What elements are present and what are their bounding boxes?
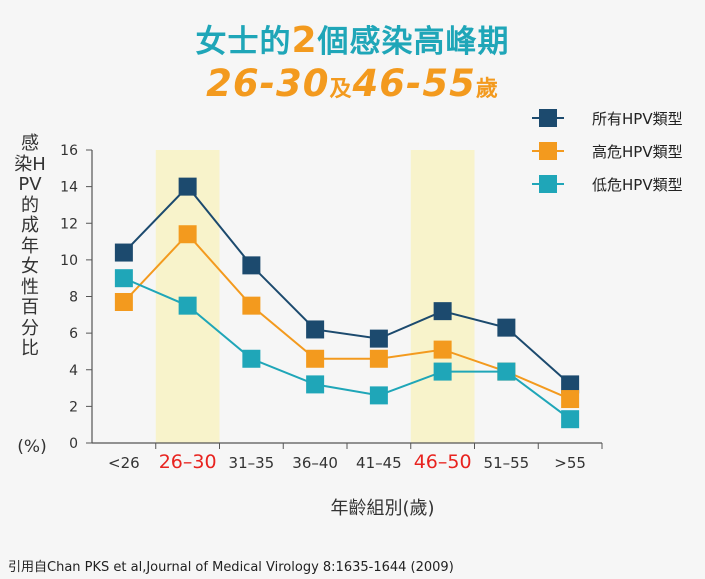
data-point — [242, 296, 261, 315]
y-tick-label: 6 — [69, 326, 78, 342]
title-prefix: 女士的 — [195, 24, 292, 60]
data-point — [114, 269, 133, 288]
y-axis-label: 感染HPV的成年女性百分比 — [14, 133, 46, 359]
data-point — [497, 318, 516, 337]
highlight-band — [410, 150, 475, 443]
series-line-2 — [123, 277, 571, 420]
legend-marker — [539, 142, 557, 160]
data-point — [561, 375, 580, 394]
y-tick-label: 8 — [69, 290, 78, 306]
title-range-2: 46-55 — [352, 62, 476, 105]
title-number: 2 — [291, 20, 318, 61]
data-point — [433, 302, 452, 321]
title-suffix: 個感染高峰期 — [317, 24, 510, 60]
data-point — [561, 390, 580, 409]
data-point — [497, 362, 516, 381]
legend-label: 低危HPV類型 — [592, 176, 683, 194]
data-point — [306, 320, 325, 339]
data-point — [178, 177, 197, 196]
legend-marker — [539, 175, 557, 193]
legend-marker — [539, 109, 557, 127]
x-tick-label: 46–50 — [414, 451, 472, 473]
x-tick-label: 41–45 — [356, 454, 402, 472]
data-point — [242, 256, 261, 275]
data-point — [114, 292, 133, 311]
y-tick-label: 10 — [60, 253, 78, 269]
x-tick-label: 26–30 — [159, 451, 217, 473]
title-range-1: 26-30 — [206, 62, 330, 105]
data-point — [369, 349, 388, 368]
x-tick-label: <26 — [108, 454, 140, 472]
legend-label: 所有HPV類型 — [592, 110, 683, 128]
series-line-0 — [123, 185, 571, 386]
x-tick-label: 31–35 — [229, 454, 275, 472]
x-tick-label: 51–55 — [484, 454, 530, 472]
y-tick-label: 14 — [60, 180, 78, 196]
title-unit: 歲 — [475, 77, 499, 102]
y-axis-unit: (%) — [17, 437, 47, 457]
data-point — [242, 349, 261, 368]
y-tick-label: 12 — [60, 216, 78, 232]
legend-label: 高危HPV類型 — [592, 143, 683, 161]
data-point — [178, 225, 197, 244]
x-tick-label: 36–40 — [292, 454, 338, 472]
data-point — [306, 375, 325, 394]
data-point — [178, 296, 197, 315]
data-point — [433, 340, 452, 359]
data-point — [114, 243, 133, 262]
chart-title-line1: 女士的2個感染高峰期 — [0, 16, 705, 61]
y-tick-label: 2 — [69, 399, 78, 415]
title-connector: 及 — [329, 77, 353, 102]
x-tick-label: >55 — [554, 454, 586, 472]
citation: 引用自Chan PKS et al,Journal of Medical Vir… — [8, 560, 454, 575]
x-axis-label: 年齡組別(歲) — [330, 498, 435, 519]
y-tick-label: 4 — [69, 363, 78, 379]
chart-title-line2: 26-30及46-55歲 — [0, 62, 705, 105]
y-tick-label: 16 — [60, 143, 78, 159]
data-point — [369, 386, 388, 405]
series-line-1 — [123, 232, 571, 400]
data-point — [306, 349, 325, 368]
data-point — [433, 362, 452, 381]
data-point — [369, 329, 388, 348]
data-point — [561, 410, 580, 429]
y-tick-label: 0 — [69, 436, 78, 452]
